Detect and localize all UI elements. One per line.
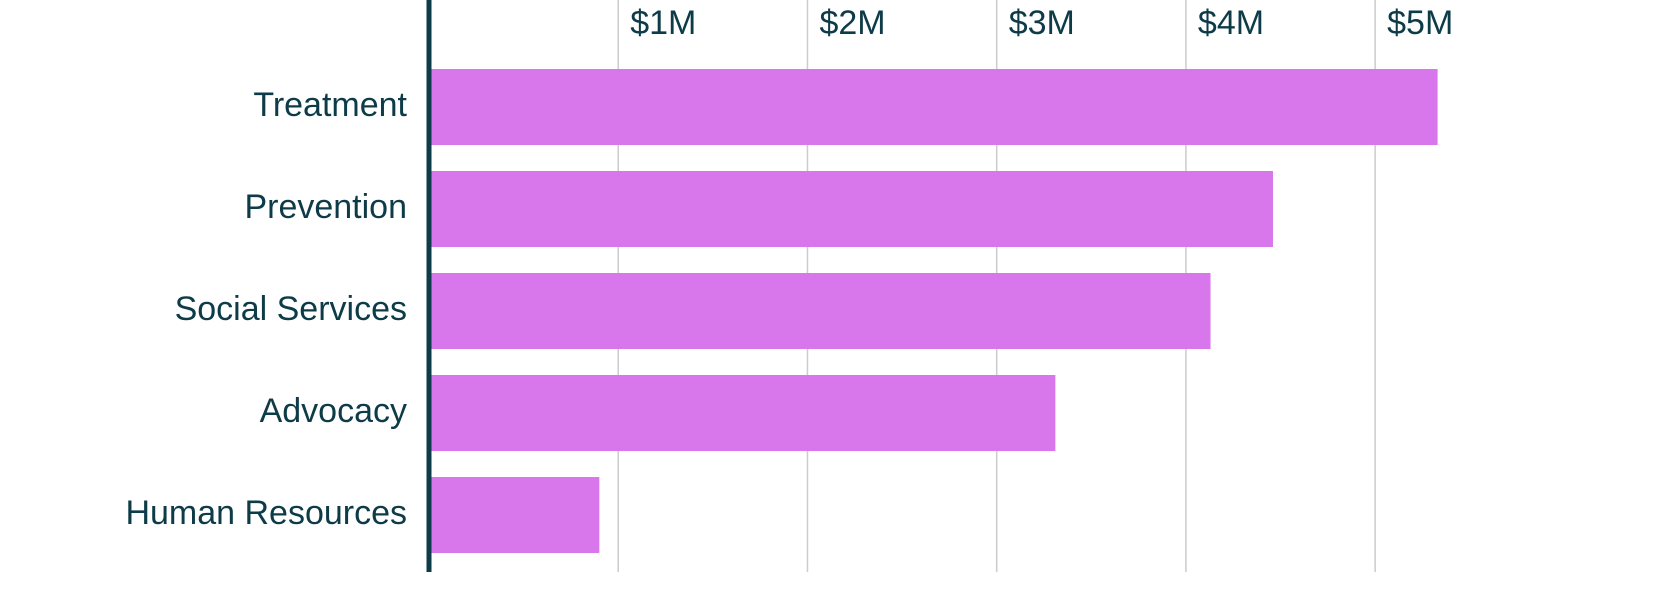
y-tick-label: Treatment — [253, 86, 407, 124]
bar — [429, 171, 1273, 247]
bar — [429, 69, 1438, 145]
bar — [429, 375, 1056, 451]
x-tick-label: $5M — [1387, 4, 1453, 42]
x-tick-label: $1M — [630, 4, 696, 42]
bar — [429, 273, 1211, 349]
y-tick-label: Human Resources — [125, 494, 407, 532]
y-tick-label: Social Services — [175, 290, 407, 328]
x-tick-label: $2M — [819, 4, 885, 42]
bar — [429, 477, 600, 553]
x-tick-label: $4M — [1198, 4, 1264, 42]
x-tick-label: $3M — [1009, 4, 1075, 42]
y-tick-label: Prevention — [244, 188, 407, 226]
y-tick-label: Advocacy — [260, 392, 407, 430]
